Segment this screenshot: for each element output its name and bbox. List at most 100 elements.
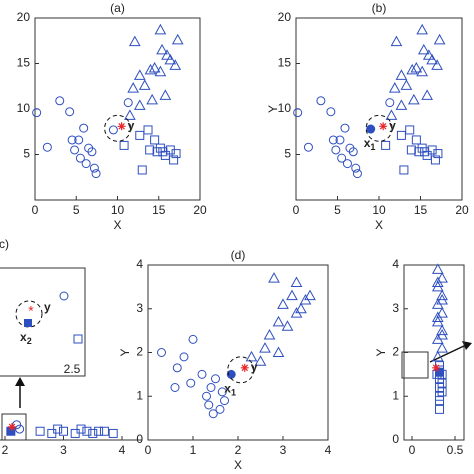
- point: [211, 374, 220, 384]
- point: [259, 342, 271, 353]
- point: [328, 135, 338, 145]
- point: [436, 324, 448, 336]
- point: [202, 391, 211, 401]
- point: [82, 426, 92, 436]
- point: [414, 147, 424, 157]
- point-label: y: [128, 118, 135, 132]
- point: [254, 355, 267, 366]
- point: [32, 108, 42, 118]
- point: [170, 383, 180, 392]
- point-label: y: [251, 360, 258, 374]
- point: [145, 145, 155, 155]
- point: [436, 328, 448, 340]
- point: [65, 107, 75, 117]
- point: [390, 35, 403, 47]
- point: [53, 424, 63, 434]
- point: [436, 342, 448, 353]
- x-tick-label: 5: [334, 203, 341, 217]
- point: [421, 89, 433, 100]
- point: [88, 428, 98, 438]
- point: [406, 145, 416, 155]
- point: [335, 135, 345, 145]
- y-tick-label: 10: [17, 101, 31, 115]
- inset-label: x: [20, 330, 27, 344]
- x-tick-label: 20: [193, 203, 207, 217]
- y-axis-label: Y: [266, 105, 280, 113]
- chart-title: (c): [0, 237, 9, 251]
- point: [337, 153, 347, 163]
- point: [186, 378, 196, 388]
- y-tick-label: 3: [392, 301, 399, 315]
- point: [108, 125, 118, 135]
- inset-star: *: [28, 303, 34, 319]
- x-tick-label: 0: [293, 203, 300, 217]
- point: [416, 23, 429, 35]
- y-tick-label: 20: [278, 10, 292, 24]
- x-axis-label: X: [234, 458, 242, 472]
- zoom-box: [401, 351, 429, 379]
- y-tick-label: 4: [392, 257, 399, 271]
- point: [206, 383, 216, 392]
- point: [433, 33, 446, 45]
- point-label: x: [364, 136, 371, 150]
- point-label: x1: [224, 382, 236, 398]
- point: [411, 135, 421, 145]
- point-label: y: [389, 118, 396, 132]
- point: [436, 289, 448, 301]
- point: [215, 404, 225, 414]
- point: [245, 350, 258, 362]
- point: [405, 125, 415, 135]
- point: [117, 122, 126, 131]
- point: [436, 272, 448, 283]
- y-tick-label: 0: [392, 432, 399, 446]
- point: [137, 165, 147, 175]
- point: [119, 140, 129, 150]
- x-tick-label: 0: [145, 443, 152, 457]
- point: [94, 426, 104, 436]
- x-axis-label: X: [113, 218, 121, 232]
- point: [70, 145, 80, 155]
- point: [277, 298, 289, 309]
- y-tick-label: 0: [136, 432, 143, 446]
- y-axis-label: Y: [118, 348, 132, 356]
- point: [293, 108, 303, 118]
- point: [146, 93, 158, 105]
- inset-label: y: [44, 300, 51, 314]
- point: [148, 62, 161, 73]
- point: [143, 125, 153, 135]
- point: [316, 96, 326, 106]
- x-tick-label: 20: [455, 203, 469, 217]
- point: [154, 65, 167, 77]
- point: [133, 69, 146, 80]
- point: [436, 307, 448, 318]
- point: [435, 404, 445, 414]
- inset-filled-square: [24, 319, 32, 327]
- point: [435, 367, 445, 377]
- axes-frame: [295, 17, 463, 201]
- point: [74, 135, 84, 145]
- point: [340, 123, 350, 133]
- point: [55, 96, 65, 106]
- axes-frame: [147, 264, 329, 441]
- point: [12, 420, 22, 430]
- point: [399, 165, 409, 175]
- y-tick-label: 4: [136, 257, 143, 271]
- point: [348, 147, 358, 157]
- inset-label-sub: 2: [27, 336, 32, 346]
- inset-label: x2: [20, 330, 32, 346]
- inset-square: [73, 334, 83, 344]
- point: [388, 82, 401, 93]
- x-tick-label: 4: [119, 443, 126, 457]
- point: [268, 272, 280, 283]
- point: [171, 149, 181, 159]
- point: [290, 276, 303, 287]
- point: [150, 135, 160, 145]
- point: [75, 153, 85, 163]
- point: [263, 328, 276, 340]
- point: [395, 69, 408, 80]
- point: [426, 53, 438, 65]
- point: [272, 346, 285, 357]
- x-tick-label: 0: [32, 203, 39, 217]
- inset-circle: [59, 291, 69, 301]
